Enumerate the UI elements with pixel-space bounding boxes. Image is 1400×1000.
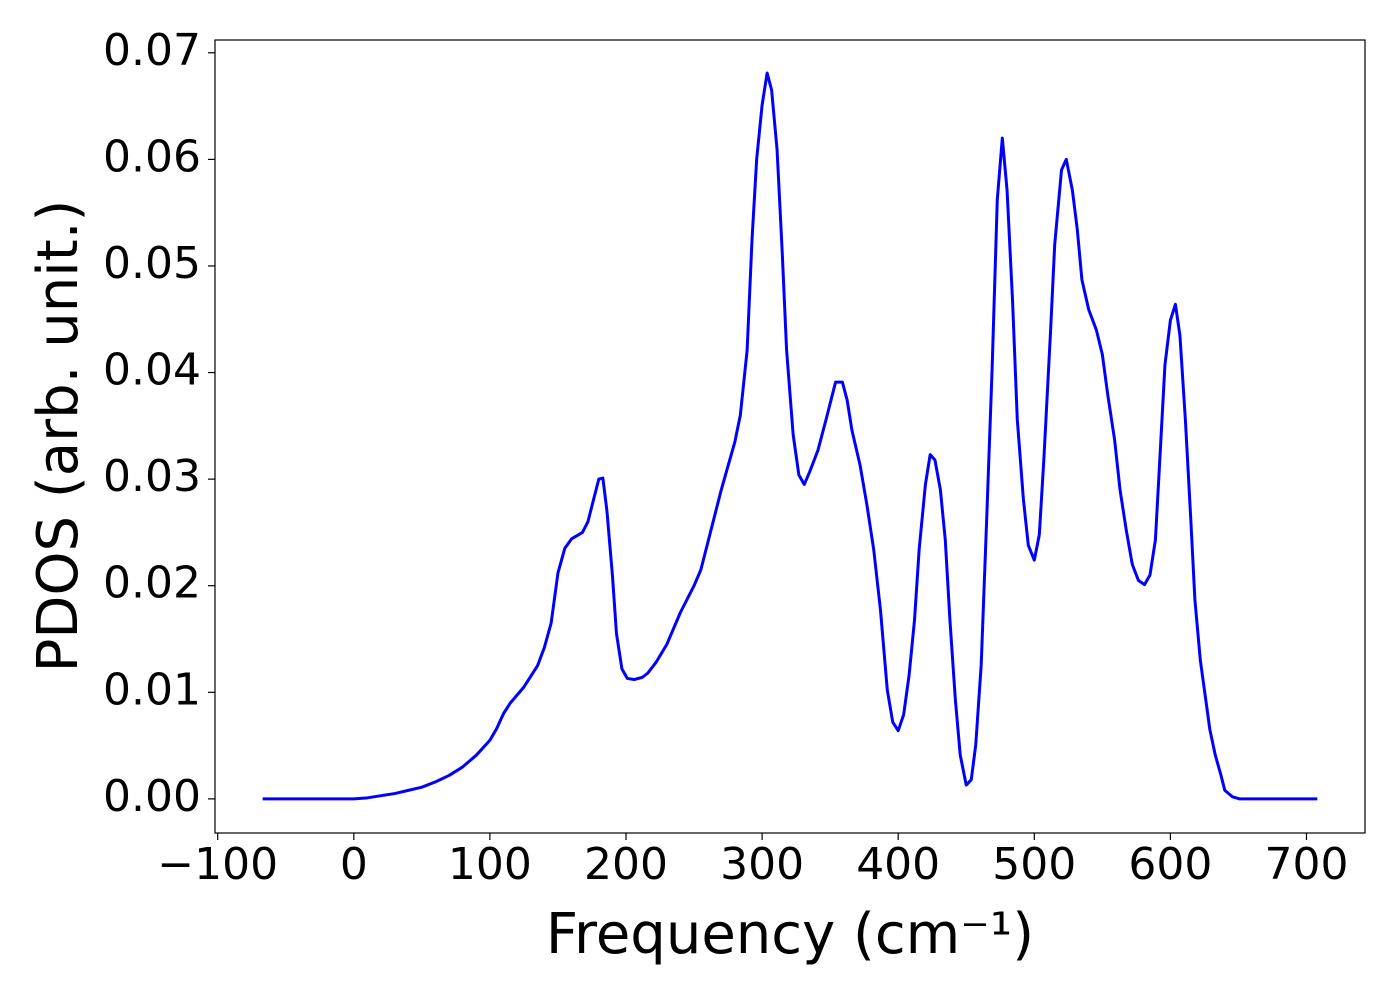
x-tick-label: 600 bbox=[1128, 839, 1212, 890]
y-axis-label: PDOS (arb. unit.) bbox=[26, 200, 91, 673]
y-tick-label: 0.07 bbox=[103, 25, 201, 76]
x-tick-label: 200 bbox=[584, 839, 668, 890]
x-tick-label: 400 bbox=[856, 839, 940, 890]
x-tick-label: 300 bbox=[720, 839, 804, 890]
x-tick-label: 500 bbox=[992, 839, 1076, 890]
x-tick-label: 100 bbox=[448, 839, 532, 890]
y-tick-label: 0.06 bbox=[103, 131, 201, 182]
y-tick-label: 0.01 bbox=[103, 664, 201, 715]
plot-frame bbox=[214, 39, 1366, 834]
y-tick-label: 0.03 bbox=[103, 451, 201, 502]
y-tick-label: 0.02 bbox=[103, 558, 201, 609]
y-tick-label: 0.00 bbox=[103, 771, 201, 822]
x-tick-label: 700 bbox=[1264, 839, 1348, 890]
x-tick-label: −100 bbox=[157, 839, 278, 890]
x-axis-label: Frequency (cm⁻¹) bbox=[546, 902, 1034, 967]
data-line bbox=[262, 71, 1318, 801]
y-tick-label: 0.04 bbox=[103, 345, 201, 396]
y-tick-label: 0.05 bbox=[103, 238, 201, 289]
x-tick-label: 0 bbox=[340, 839, 368, 890]
